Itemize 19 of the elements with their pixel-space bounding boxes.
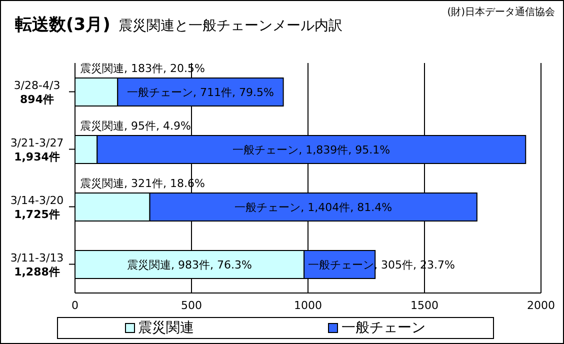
data-label: 震災関連, 983件, 76.3%: [127, 258, 252, 272]
x-tick-label: 0: [72, 298, 78, 312]
y-tick-label: 3/21-3/27 1,934件: [10, 136, 64, 164]
y-tick-label: 3/14-3/20 1,725件: [10, 194, 64, 221]
y-tick-label: 3/28-4/3 894件: [14, 78, 60, 106]
chart-title: 転送数(3月): [15, 15, 110, 35]
data-label: 一般チェーン, 711件, 79.5%: [127, 86, 274, 99]
data-label: 一般チェーン, 1,839件, 95.1%: [232, 143, 390, 156]
data-label: 一般チェーン, 1,404件, 81.4%: [234, 200, 392, 214]
legend-label: 震災関連: [136, 319, 194, 337]
legend-label: 一般チェーン: [340, 319, 426, 337]
y-tick-label: 3/11-3/13 1,288件: [10, 251, 64, 278]
text: (財)日本データ通信協会: [447, 6, 555, 19]
x-tick-label: 1500: [410, 298, 438, 312]
x-tick-label: 500: [181, 298, 202, 312]
chart-subtitle: 震災関連と一般チェーンメール内訳: [118, 18, 342, 34]
x-tick-label: 2000: [527, 298, 555, 312]
x-tick-label: 1000: [294, 298, 322, 312]
data-label: 震災関連, 95件, 4.9%: [80, 119, 191, 132]
